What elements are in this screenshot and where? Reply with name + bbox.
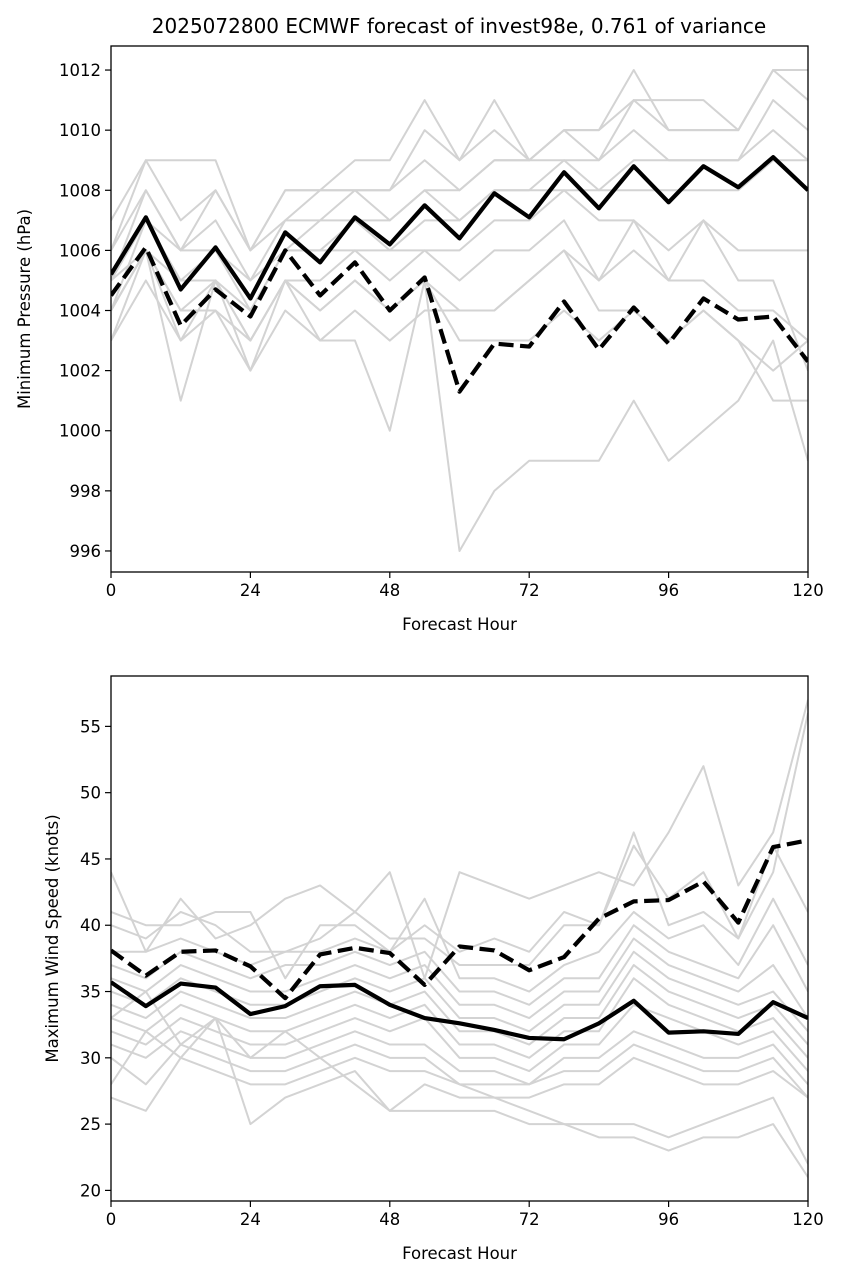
wind-ensemble-member-10 — [111, 1003, 808, 1073]
wind-ytick-label: 55 — [80, 717, 101, 736]
wind-xtick-label: 120 — [792, 1210, 824, 1229]
wind-ensemble-member-8 — [111, 964, 808, 1046]
wind-ensemble-member-11 — [111, 1030, 808, 1086]
wind-ensemble-member-15 — [111, 990, 808, 1178]
pressure-ytick-label: 1012 — [59, 61, 101, 80]
wind-xaxis-label: Forecast Hour — [402, 1244, 517, 1263]
pressure-axes-frame — [110, 45, 809, 573]
pressure-xtick-label: 0 — [106, 581, 117, 600]
wind-axes-frame — [110, 675, 809, 1202]
pressure-ytick-label: 1010 — [59, 121, 101, 140]
pressure-dashed-line — [111, 245, 808, 394]
pressure-ytick-label: 1008 — [59, 181, 101, 200]
wind-ytick-label: 30 — [80, 1049, 101, 1068]
wind-plot-area — [111, 699, 808, 1178]
pressure-ytick-label: 996 — [70, 542, 102, 561]
wind-ytick-label: 40 — [80, 916, 101, 935]
pressure-ensemble-member-6 — [111, 159, 808, 312]
wind-solid-line — [111, 980, 808, 1042]
pressure-plot-area — [111, 69, 808, 552]
wind-yaxis-label: Maximum Wind Speed (knots) — [43, 814, 62, 1062]
pressure-panel: 0 24 48 72 96 120 996 998 1000 1002 1004 1006 1008 10… — [15, 45, 824, 634]
pressure-ytick-label: 1004 — [59, 302, 101, 321]
wind-ensemble-member-14 — [111, 1017, 808, 1165]
wind-dashed-line — [111, 838, 808, 1001]
wind-xtick-label: 24 — [240, 1210, 261, 1229]
wind-ytick-label: 50 — [80, 784, 101, 803]
pressure-xtick-label: 72 — [519, 581, 540, 600]
wind-panel: 0 24 48 72 96 120 20 25 30 35 40 45 50 55 Forecast Hou… — [43, 675, 824, 1263]
pressure-ensemble-member-12 — [111, 249, 808, 552]
wind-ensemble-member-3 — [111, 831, 808, 967]
pressure-solid-line — [111, 155, 808, 301]
wind-ensemble-member-5 — [111, 924, 808, 1006]
pressure-yaxis-label: Minimum Pressure (hPa) — [15, 209, 34, 409]
wind-xtick-label: 96 — [658, 1210, 679, 1229]
pressure-ytick-label: 1006 — [59, 241, 101, 260]
wind-xtick-label: 48 — [379, 1210, 400, 1229]
pressure-xtick-label: 96 — [658, 581, 679, 600]
wind-ensemble-member-2 — [111, 712, 808, 980]
pressure-ensemble-member-5 — [111, 129, 808, 282]
wind-ensemble-member-13 — [111, 1030, 808, 1099]
wind-ytick-label: 20 — [80, 1181, 101, 1200]
wind-xtick-label: 72 — [519, 1210, 540, 1229]
wind-ytick-label: 35 — [80, 983, 101, 1002]
pressure-ensemble-member-11 — [111, 249, 808, 402]
wind-xtick-label: 0 — [106, 1210, 117, 1229]
pressure-xtick-label: 48 — [379, 581, 400, 600]
wind-ensemble-member-6 — [111, 937, 808, 1020]
pressure-xtick-label: 120 — [792, 581, 824, 600]
pressure-xtick-label: 24 — [240, 581, 261, 600]
pressure-xaxis-label: Forecast Hour — [402, 615, 517, 634]
wind-ytick-label: 45 — [80, 850, 101, 869]
wind-ensemble-member-9 — [111, 977, 808, 1059]
pressure-ensemble-member-2 — [111, 69, 808, 252]
figure-title: 2025072800 ECMWF forecast of invest98e, … — [152, 14, 766, 38]
pressure-ytick-label: 998 — [70, 482, 102, 501]
pressure-ensemble-member-10 — [111, 219, 808, 372]
wind-ytick-label: 25 — [80, 1115, 101, 1134]
pressure-ytick-label: 1002 — [59, 362, 101, 381]
wind-ensemble-member-1 — [111, 699, 808, 980]
pressure-ensemble-member-7 — [111, 189, 808, 312]
pressure-ytick-label: 1000 — [59, 422, 101, 441]
